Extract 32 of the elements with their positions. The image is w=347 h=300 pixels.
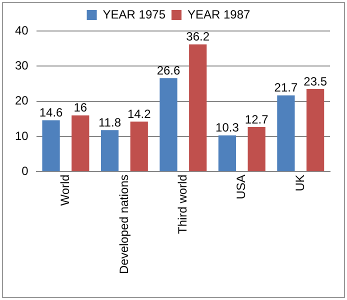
x-tick-label: World [58,174,72,206]
bar [277,95,295,172]
bar [248,126,266,172]
legend-label: YEAR 1975 [102,7,166,22]
data-label: 36.2 [186,30,210,44]
y-tick-label: 0 [22,164,29,178]
bar [218,135,236,172]
data-label: 16 [74,100,88,115]
data-label: 26.6 [156,63,180,78]
y-tick-label: 30 [14,58,29,72]
bar [189,44,207,172]
data-label: 14.2 [127,106,152,121]
bar [72,115,90,172]
data-label: 11.8 [98,115,122,130]
y-tick-label: 10 [14,128,29,143]
data-label: 12.7 [244,112,269,126]
data-label: 21.7 [274,80,298,95]
bar [130,122,148,172]
bar [42,120,60,172]
bar [160,78,178,172]
x-tick-label: Developed nations [116,174,131,274]
data-label: 10.3 [216,120,240,135]
data-label: 14.6 [39,106,64,120]
legend-label: YEAR 1987 [188,7,251,22]
y-tick-label: 20 [14,94,29,108]
bar [100,130,119,172]
data-label: 23.5 [304,74,328,88]
y-tick-label: 40 [14,23,29,38]
x-tick-label: USA [234,174,248,200]
x-tick-label: UK [292,174,307,192]
x-tick-label: Third world [175,174,190,234]
bar [306,88,324,172]
